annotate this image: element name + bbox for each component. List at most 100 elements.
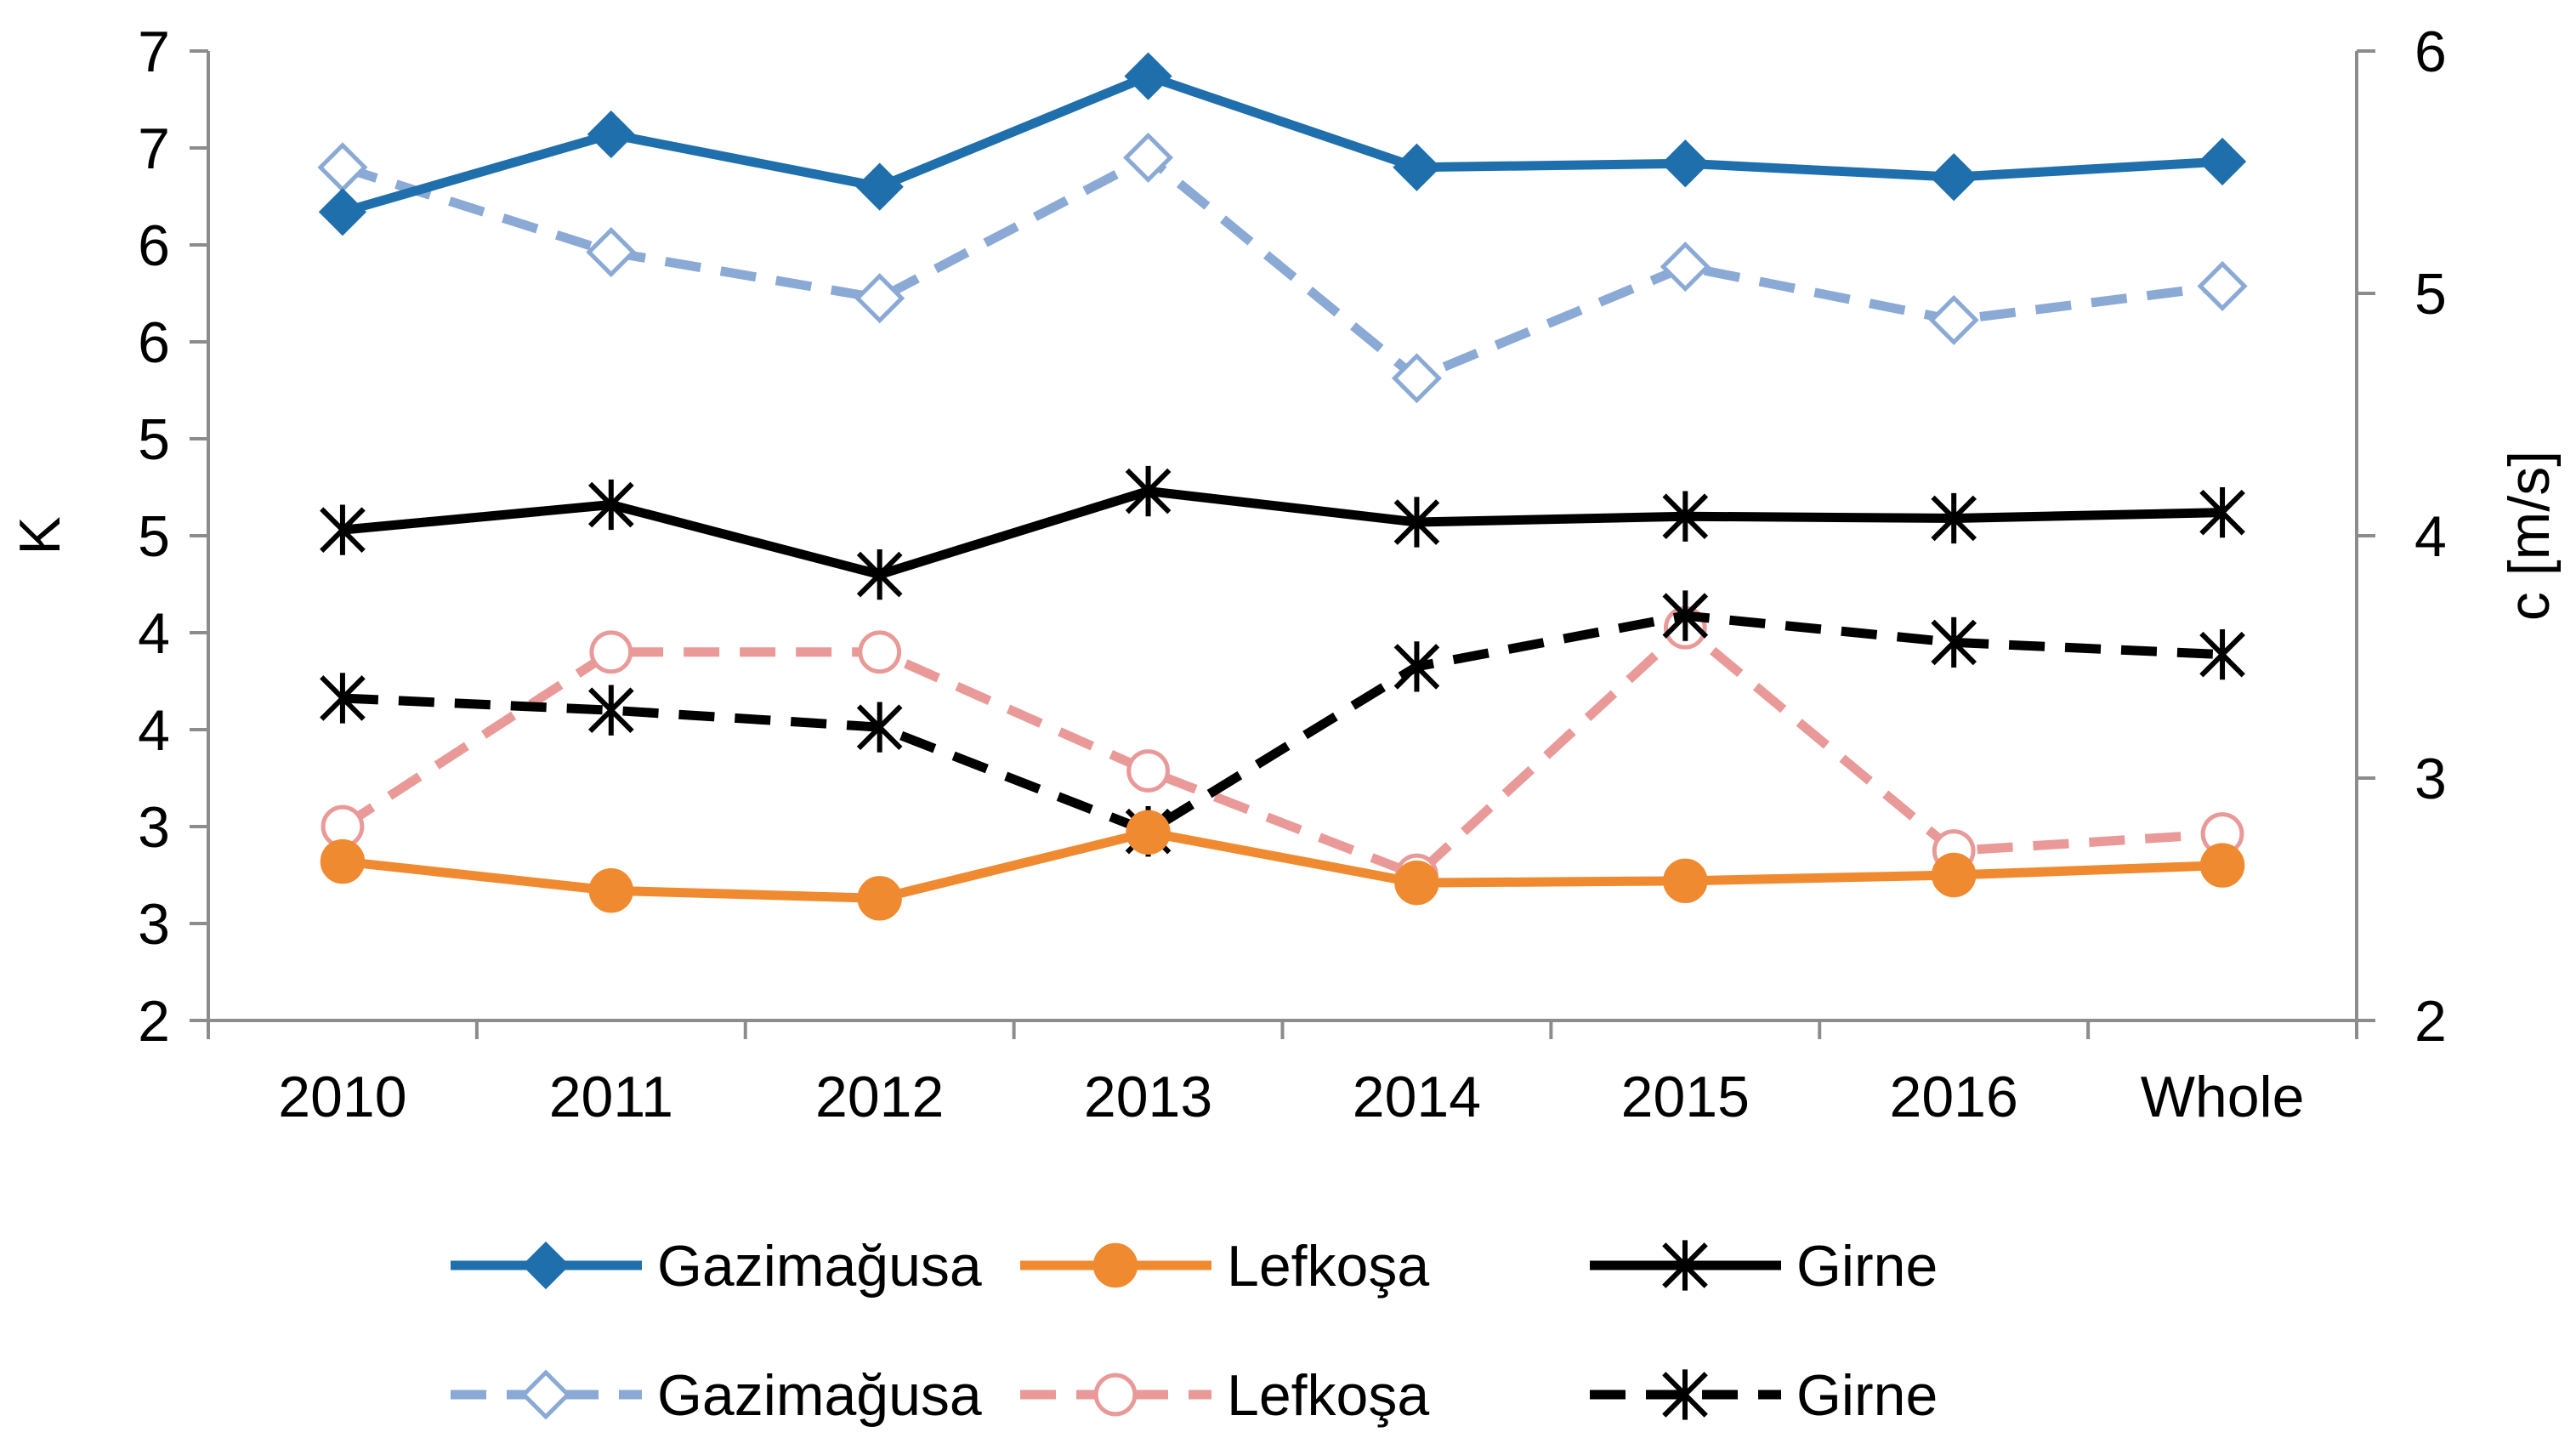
marker-star bbox=[1393, 641, 1440, 692]
y-left-tick-label: 6 bbox=[138, 213, 170, 278]
marker-diamond-open bbox=[2197, 260, 2248, 311]
marker-circle bbox=[1931, 852, 1977, 898]
x-tick-label: 2012 bbox=[815, 1065, 944, 1129]
marker-star bbox=[1393, 497, 1440, 548]
marker-star bbox=[320, 673, 366, 724]
x-tick-label: Whole bbox=[2141, 1065, 2305, 1129]
marker-star bbox=[856, 702, 903, 753]
marker-star bbox=[587, 479, 634, 531]
marker-star bbox=[1662, 590, 1709, 641]
series-solid-1 bbox=[320, 810, 2245, 921]
marker-star bbox=[587, 685, 634, 736]
marker-circle-open bbox=[858, 630, 902, 674]
legend-label: Girne bbox=[1796, 1363, 1938, 1428]
x-tick-label: 2010 bbox=[278, 1065, 406, 1129]
marker-diamond bbox=[318, 188, 367, 236]
marker-diamond bbox=[1930, 153, 1978, 202]
marker-star bbox=[1662, 1240, 1708, 1291]
series-line bbox=[342, 827, 2223, 903]
x-tick-label: 2015 bbox=[1621, 1065, 1750, 1129]
marker-star bbox=[320, 504, 366, 555]
y-right-tick-label: 4 bbox=[2414, 504, 2447, 569]
legend-label: Girne bbox=[1796, 1234, 1938, 1299]
marker-circle bbox=[2199, 843, 2245, 888]
marker-star bbox=[1931, 617, 1977, 668]
legend-item: Girne bbox=[1590, 1363, 1938, 1428]
y-right-tick-label: 5 bbox=[2414, 262, 2447, 327]
legend-item: Girne bbox=[1590, 1234, 1938, 1299]
marker-diamond bbox=[1124, 52, 1172, 100]
legend-item: Lefkoşa bbox=[1020, 1363, 1429, 1428]
marker-diamond bbox=[1393, 143, 1441, 191]
marker-diamond-open bbox=[586, 227, 637, 278]
marker-circle bbox=[1394, 860, 1439, 906]
marker-diamond-open bbox=[1391, 353, 1442, 404]
marker-star bbox=[1662, 491, 1709, 542]
legend-item: Gazimağusa bbox=[451, 1363, 982, 1428]
marker-diamond-open bbox=[1660, 242, 1711, 293]
y-left-tick-label: 3 bbox=[138, 795, 170, 860]
y-left-tick-label: 3 bbox=[138, 892, 170, 957]
series-solid-0 bbox=[318, 52, 2247, 236]
legend-item: Gazimağusa bbox=[451, 1234, 982, 1299]
y-left-tick-label: 4 bbox=[138, 601, 170, 666]
marker-circle bbox=[857, 876, 902, 921]
marker-circle bbox=[320, 838, 366, 884]
marker-diamond-open bbox=[1123, 132, 1174, 183]
axes-layer: 2 3 3 4 4 5 5 6 6 7 7 2 3 4 5 6 2010 2011 2012 2013 2014 2015… bbox=[138, 20, 2447, 1129]
marker-star bbox=[856, 548, 903, 600]
marker-diamond-open bbox=[317, 142, 368, 193]
marker-diamond-open bbox=[854, 273, 905, 324]
y-right-tick-label: 6 bbox=[2414, 20, 2447, 84]
y-left-tick-label: 5 bbox=[138, 407, 170, 472]
marker-circle-open bbox=[589, 630, 633, 674]
y-right-tick-label: 3 bbox=[2414, 747, 2447, 811]
series-solid-2 bbox=[320, 465, 2245, 600]
marker-diamond bbox=[855, 162, 904, 211]
marker-star bbox=[1931, 492, 1977, 544]
marker-star bbox=[1125, 465, 1172, 517]
series-dashed-5 bbox=[320, 590, 2245, 857]
legend-item: Lefkoşa bbox=[1020, 1234, 1429, 1299]
y-left-tick-label: 2 bbox=[138, 989, 170, 1054]
x-tick-label: 2011 bbox=[549, 1065, 673, 1129]
y-axis-left-label: K bbox=[8, 516, 72, 554]
marker-diamond-open bbox=[1928, 294, 1979, 345]
marker-circle bbox=[1092, 1242, 1138, 1288]
marker-diamond bbox=[521, 1241, 570, 1290]
series-line bbox=[341, 71, 2223, 217]
legend-label: Lefkoşa bbox=[1227, 1234, 1429, 1299]
legend-label: Lefkoşa bbox=[1227, 1363, 1429, 1428]
marker-circle bbox=[1663, 858, 1708, 904]
legend-label: Gazimağusa bbox=[657, 1363, 982, 1428]
marker-circle-open bbox=[1126, 749, 1170, 793]
series-layer bbox=[317, 52, 2248, 921]
marker-diamond bbox=[587, 110, 635, 159]
legend: Gazimağusa Lefkoşa Girne Gazimağusa Lefkoşa G… bbox=[451, 1234, 1938, 1428]
series-line bbox=[339, 622, 2223, 880]
y-left-tick-label: 4 bbox=[138, 698, 170, 763]
y-left-tick-label: 5 bbox=[138, 504, 170, 569]
x-tick-label: 2013 bbox=[1084, 1065, 1212, 1129]
marker-circle bbox=[1126, 810, 1171, 855]
axis-labels-layer: K c [m/s] bbox=[8, 451, 2562, 621]
y-left-tick-label: 6 bbox=[138, 310, 170, 375]
y-axis-right-label: c [m/s] bbox=[2497, 451, 2562, 621]
marker-star bbox=[1662, 1369, 1708, 1420]
legend-label: Gazimağusa bbox=[657, 1234, 982, 1299]
y-right-tick-label: 2 bbox=[2414, 989, 2447, 1054]
x-tick-label: 2014 bbox=[1353, 1065, 1481, 1129]
marker-diamond bbox=[1661, 139, 1710, 188]
y-left-tick-label: 7 bbox=[138, 20, 170, 84]
marker-star bbox=[2199, 487, 2245, 538]
marker-circle-open bbox=[1093, 1373, 1138, 1417]
marker-star bbox=[2199, 629, 2245, 680]
marker-diamond-open bbox=[520, 1369, 571, 1420]
series-line bbox=[341, 152, 2223, 384]
marker-diamond bbox=[2198, 137, 2247, 186]
y-left-tick-label: 7 bbox=[138, 117, 170, 181]
series-line bbox=[342, 486, 2223, 580]
marker-circle bbox=[588, 868, 634, 913]
x-tick-label: 2016 bbox=[1890, 1065, 2018, 1129]
